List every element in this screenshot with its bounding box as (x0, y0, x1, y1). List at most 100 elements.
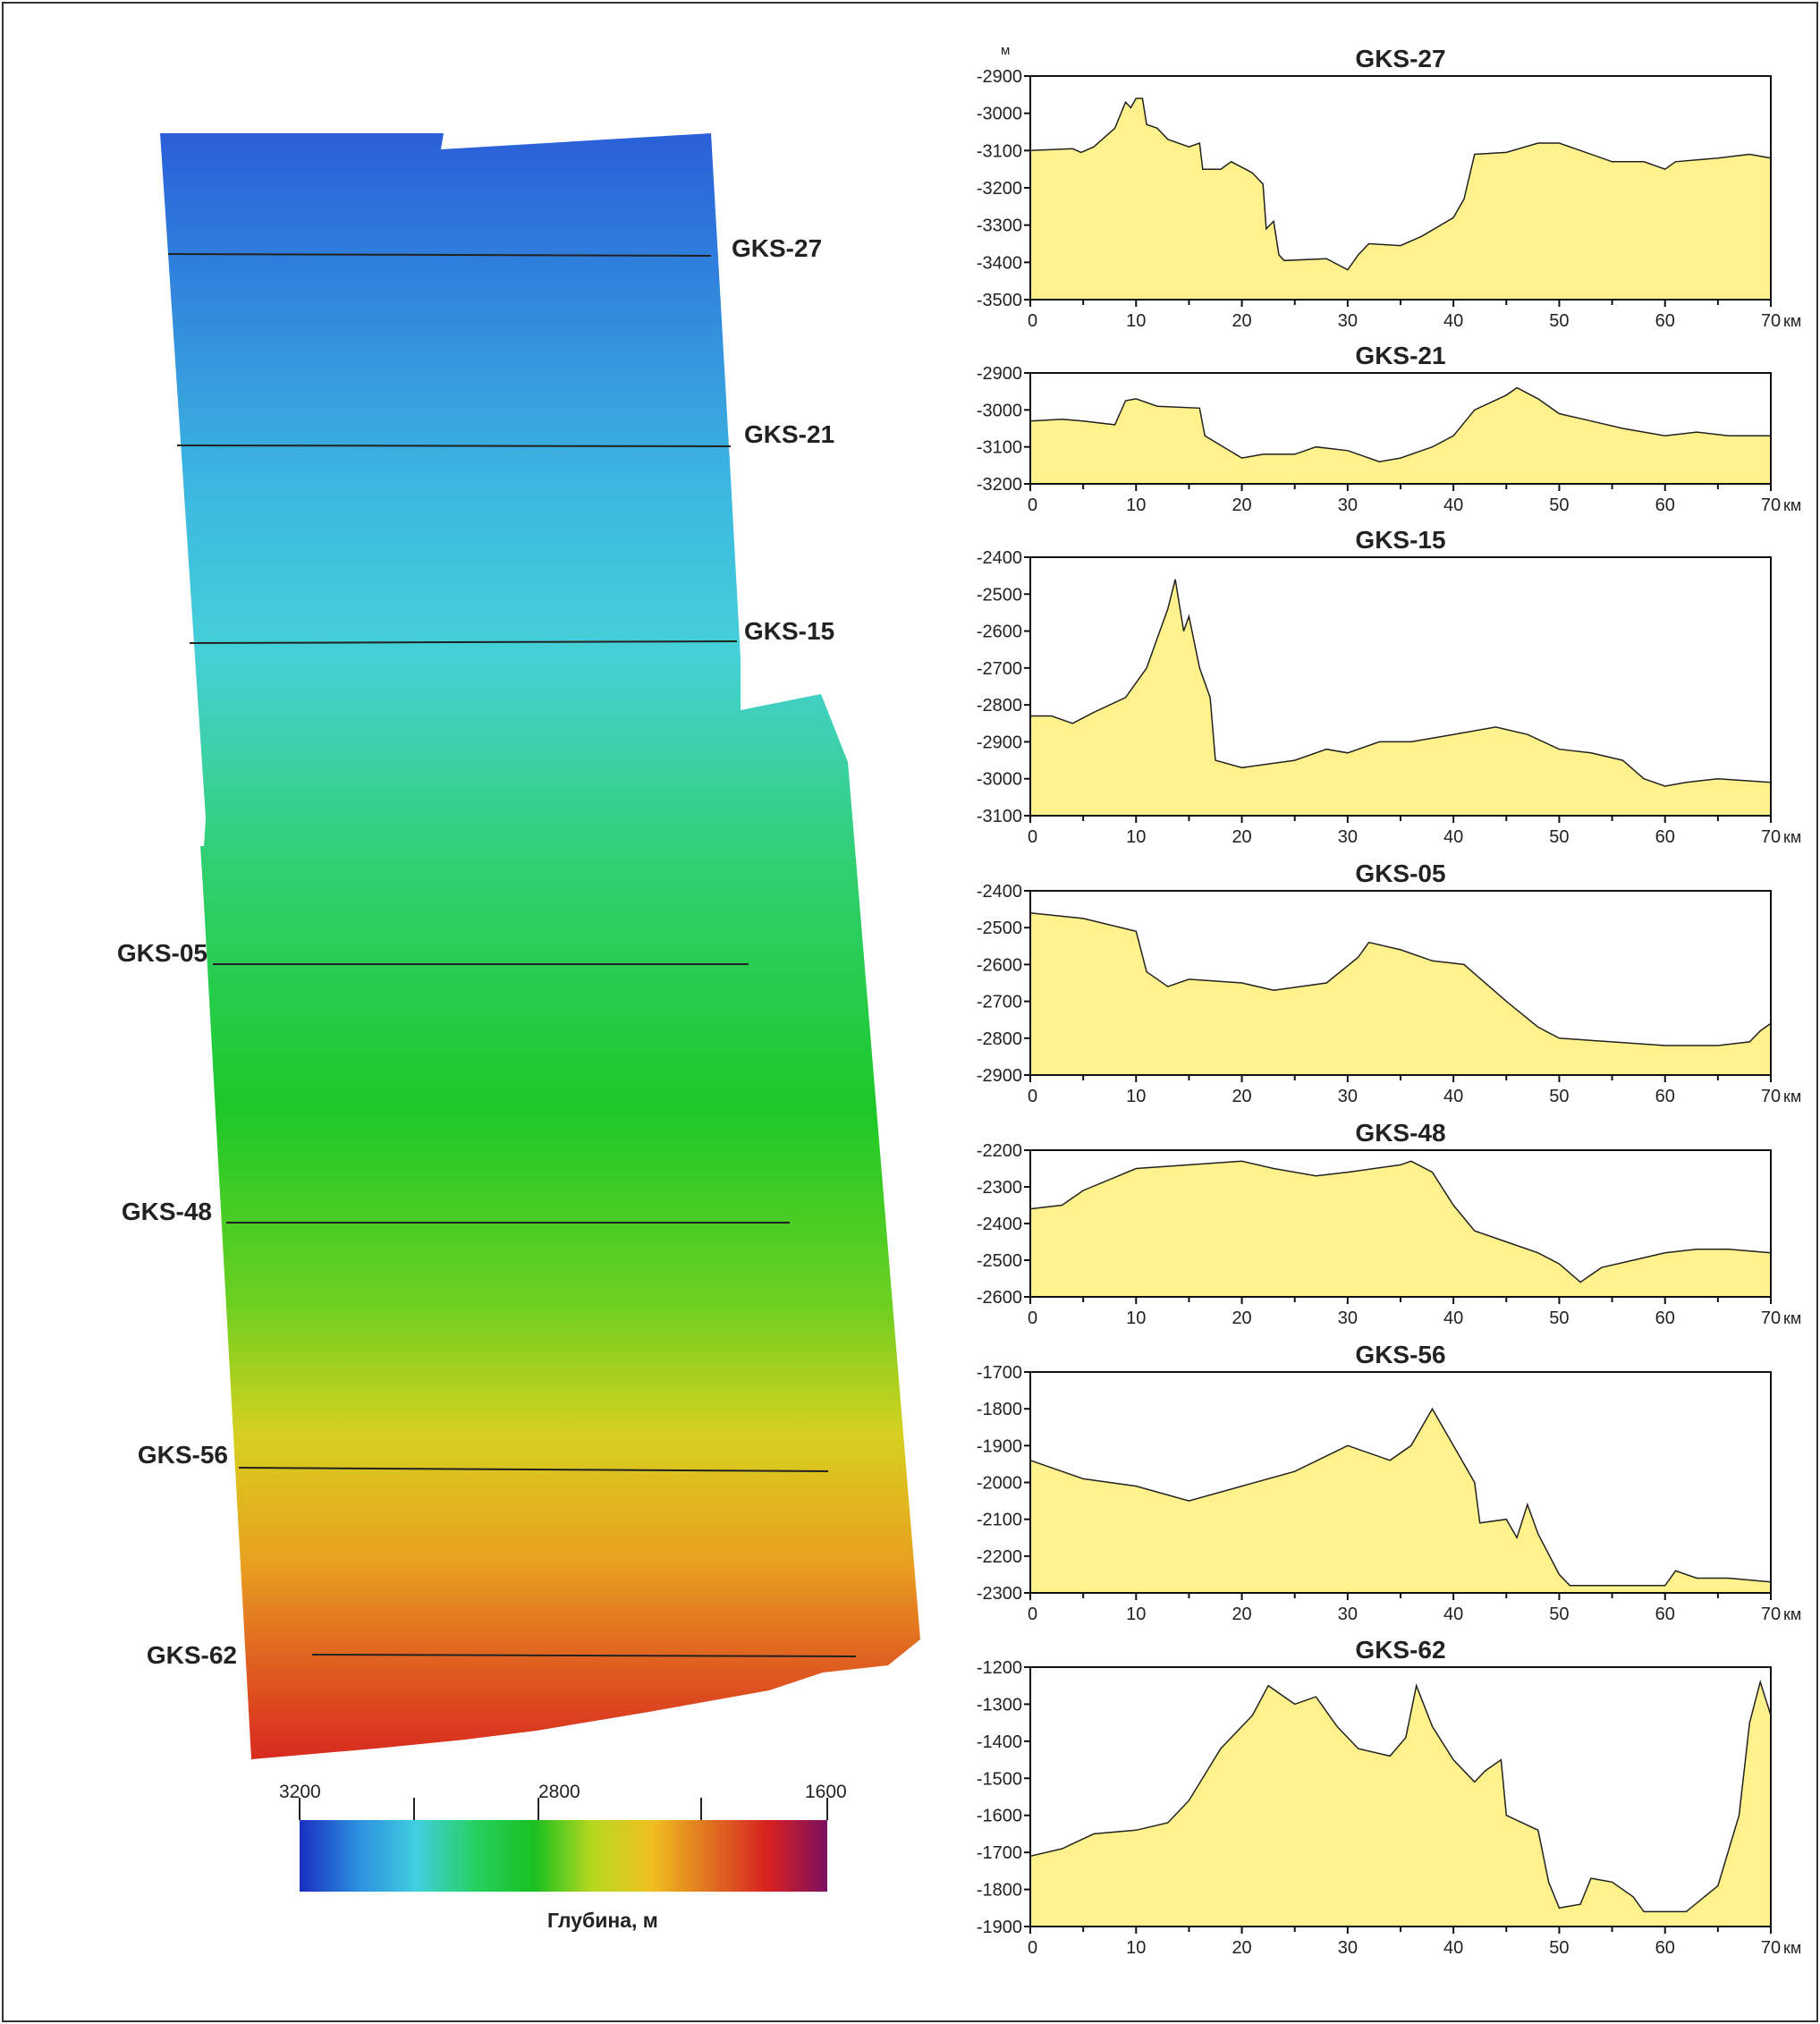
chart-title: GKS-21 (1355, 342, 1445, 369)
x-tick-label: 50 (1549, 495, 1569, 515)
y-tick-label: -2700 (977, 659, 1022, 679)
chart-title: GKS-15 (1355, 526, 1445, 554)
x-tick-label: 60 (1655, 495, 1675, 515)
profile-label: GKS-05 (116, 939, 207, 967)
y-tick-label: -2400 (977, 882, 1022, 902)
profile-line-gks-15 (189, 640, 738, 644)
x-tick-label: 60 (1655, 1308, 1675, 1328)
y-tick-label: -3200 (977, 475, 1022, 495)
y-tick-label: -3300 (977, 216, 1022, 236)
profile-chart-gks-56: GKS-56 -2300 -2200 -2100 -2000 -1900 -1800 -170… (977, 1341, 1801, 1624)
x-tick-label: 20 (1232, 495, 1251, 515)
x-unit-label: км (1783, 1939, 1801, 1957)
profile-line (1029, 1407, 1772, 1587)
y-tick-label: -3400 (977, 253, 1022, 273)
profile-area (1030, 387, 1771, 484)
x-tick-label: 20 (1232, 1605, 1251, 1624)
x-tick-label: 60 (1655, 827, 1675, 847)
x-tick-label: 70 (1761, 1605, 1781, 1624)
profile-chart-gks-15: GKS-15 -3100 -3000 -2900 -2800 -2700 -2600 -250… (977, 526, 1801, 847)
bathymetry-map (160, 133, 920, 1892)
x-tick-label: 0 (1028, 1308, 1037, 1328)
x-tick-label: 40 (1443, 495, 1463, 515)
y-tick-label: -2800 (977, 696, 1022, 716)
x-tick-label: 0 (1028, 1605, 1037, 1624)
y-tick-label: -3500 (977, 291, 1022, 310)
chart-title: GKS-27 (1355, 45, 1445, 72)
x-tick-label: 30 (1338, 495, 1358, 515)
x-unit-label: км (1783, 1088, 1801, 1105)
x-tick-label: 30 (1338, 1308, 1358, 1328)
colorbar-tick-label: 3200 (279, 1782, 321, 1802)
x-tick-label: 0 (1028, 1087, 1037, 1106)
profile-line (1029, 97, 1772, 271)
x-tick-label: 30 (1338, 1087, 1358, 1106)
x-tick-label: 10 (1126, 1087, 1146, 1106)
chart-title: GKS-05 (1355, 860, 1445, 887)
x-tick-label: 30 (1338, 1605, 1358, 1624)
profile-label: GKS-62 (146, 1641, 237, 1669)
y-tick-label: -1900 (977, 1918, 1022, 1937)
y-tick-label: -2200 (977, 1547, 1022, 1567)
x-tick-label: 10 (1126, 827, 1146, 847)
y-tick-label: -2400 (977, 548, 1022, 568)
y-tick-label: -1700 (977, 1363, 1022, 1383)
x-tick-label: 60 (1655, 311, 1675, 331)
y-tick-label: -2500 (977, 585, 1022, 605)
y-tick-label: -3000 (977, 770, 1022, 790)
profile-area (1030, 1161, 1771, 1297)
x-tick-label: 50 (1549, 1605, 1569, 1624)
y-tick-label: -2600 (977, 622, 1022, 642)
y-tick-label: -3000 (977, 401, 1022, 420)
x-tick-label: 50 (1549, 1087, 1569, 1106)
y-tick-label: -3100 (977, 141, 1022, 161)
x-tick-label: 10 (1126, 1308, 1146, 1328)
x-unit-label: км (1783, 1309, 1801, 1327)
x-tick-label: 0 (1028, 827, 1037, 847)
y-tick-label: -2500 (977, 1251, 1022, 1271)
y-tick-label: -3100 (977, 438, 1022, 458)
y-tick-label: -1800 (977, 1400, 1022, 1419)
profile-label: GKS-15 (744, 617, 835, 645)
profile-label: GKS-56 (137, 1441, 228, 1469)
y-tick-label: -1300 (977, 1695, 1022, 1715)
map-surface (160, 133, 920, 1759)
x-tick-label: 20 (1232, 1087, 1251, 1106)
chart-title: GKS-48 (1355, 1119, 1445, 1147)
colorbar-tick-label: 2800 (538, 1782, 580, 1802)
x-unit-label: км (1783, 1605, 1801, 1623)
y-unit-label: м (1001, 43, 1011, 58)
y-tick-label: -2600 (977, 1288, 1022, 1308)
y-tick-label: -1400 (977, 1732, 1022, 1752)
x-tick-label: 40 (1443, 1605, 1463, 1624)
y-tick-label: -2900 (977, 67, 1022, 87)
profile-line (1029, 1679, 1772, 1913)
colorbar-title: Глубина, м (547, 1909, 658, 1932)
y-tick-label: -1200 (977, 1658, 1022, 1678)
x-tick-label: 70 (1761, 311, 1781, 331)
profile-label: GKS-27 (732, 234, 823, 262)
x-tick-label: 70 (1761, 1087, 1781, 1106)
x-tick-label: 40 (1443, 1087, 1463, 1106)
x-tick-label: 60 (1655, 1087, 1675, 1106)
profile-chart-gks-48: GKS-48 -2600 -2500 -2400 -2300 -2200 0 10 20 30 40… (977, 1119, 1801, 1328)
y-tick-label: -2700 (977, 993, 1022, 1012)
y-tick-label: -2300 (977, 1178, 1022, 1198)
profile-area (1030, 1681, 1771, 1927)
y-tick-label: -3000 (977, 105, 1022, 124)
y-tick-label: -1600 (977, 1807, 1022, 1826)
x-unit-label: км (1783, 828, 1801, 846)
y-tick-label: -2100 (977, 1511, 1022, 1530)
profile-chart-gks-21: GKS-21 -3200 -3100 -3000 -2900 0 10 20 30 40 50 60 7… (977, 342, 1801, 515)
x-tick-label: 0 (1028, 311, 1037, 331)
x-tick-label: 50 (1549, 827, 1569, 847)
y-tick-label: -3200 (977, 179, 1022, 199)
x-tick-label: 30 (1338, 827, 1358, 847)
x-unit-label: км (1783, 496, 1801, 514)
x-tick-label: 10 (1126, 495, 1146, 515)
y-tick-label: -3100 (977, 807, 1022, 826)
x-tick-label: 50 (1549, 1938, 1569, 1958)
y-tick-label: -2000 (977, 1474, 1022, 1494)
